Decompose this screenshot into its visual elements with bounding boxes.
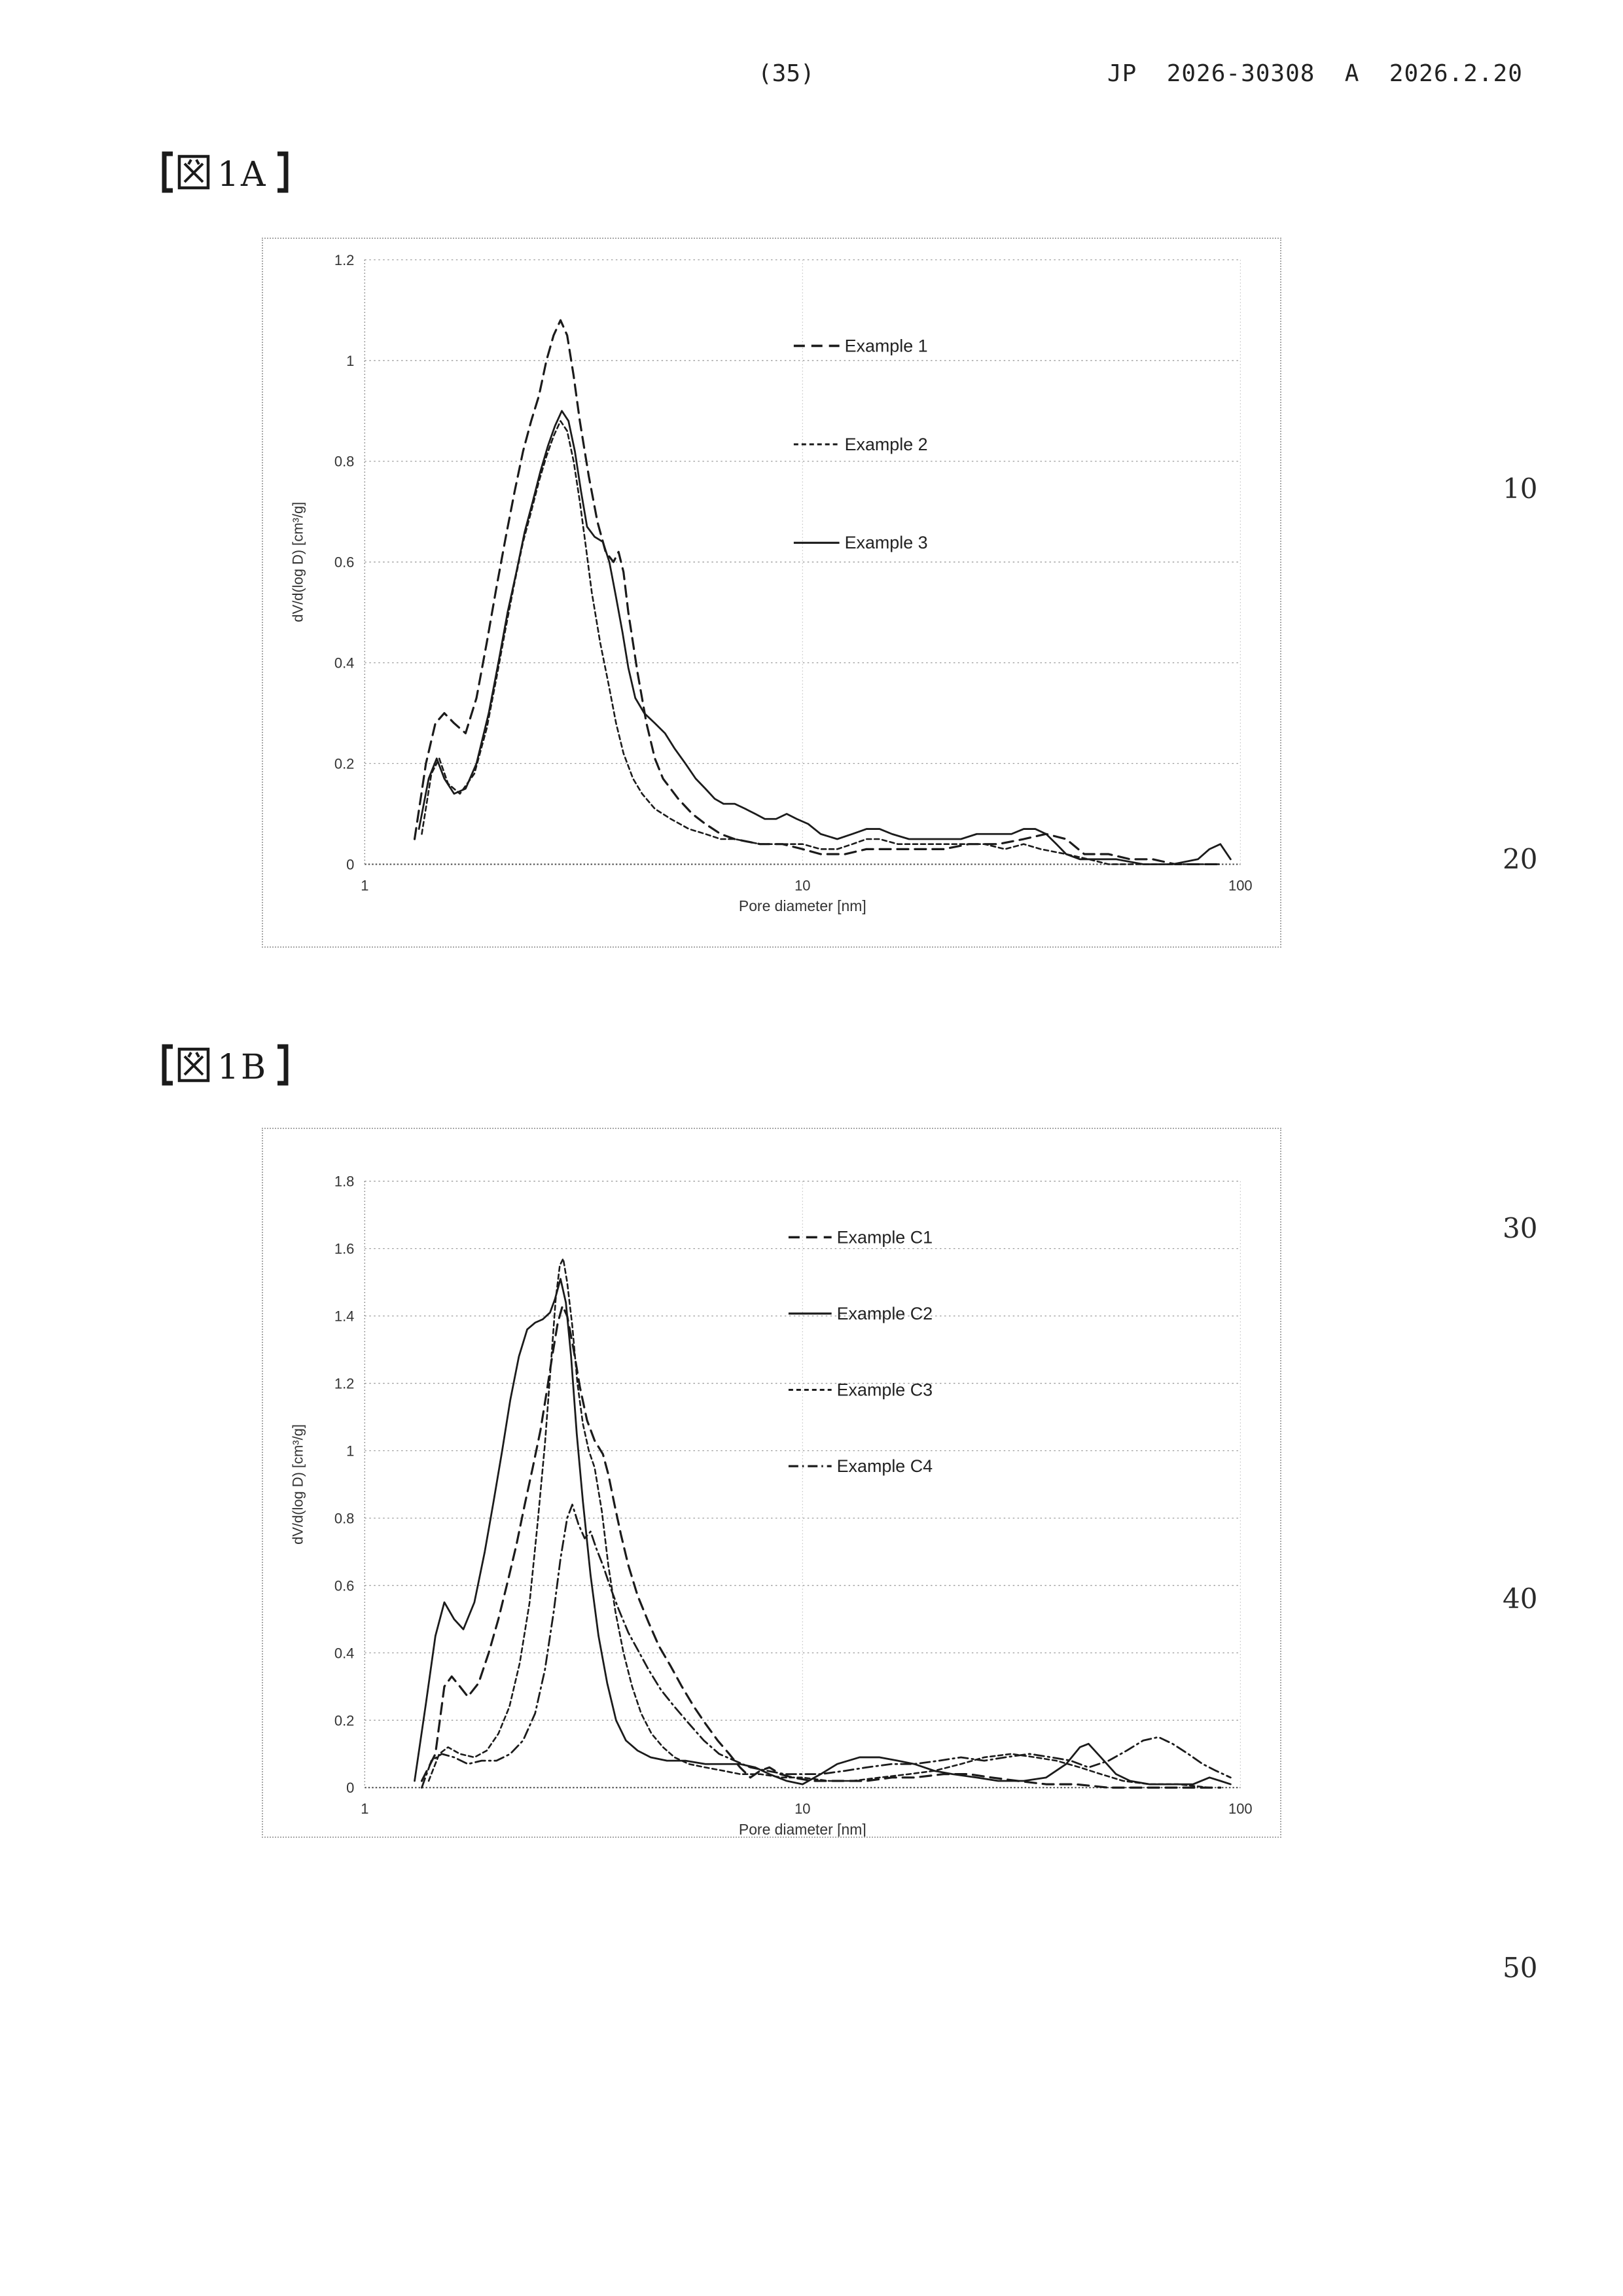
y-tick-label: 0 <box>346 1780 354 1796</box>
legend-item: Example C1 <box>788 1227 933 1247</box>
legend-item: Example 3 <box>793 533 928 552</box>
figure-1b-chart: 1.81.61.41.210.80.60.40.201 10 100Example … <box>290 1174 1253 1837</box>
margin-line-number: 30 <box>1503 1212 1538 1244</box>
figure-1b-frame: 1.8 1.6 1.4 1.2 1 0.8 0.6 0.4 0.2 0 1 10 100 Example … <box>262 1128 1281 1838</box>
x-tick-label: 100 <box>1228 1801 1253 1817</box>
y-tick-label: 0 <box>346 856 354 872</box>
x-tick-label: 100 <box>1228 877 1253 893</box>
y-axis-label: dV/d(log D) [cm³/g] <box>290 502 306 622</box>
y-tick-label: 0.2 <box>334 756 354 772</box>
legend-label: Example 2 <box>845 435 928 454</box>
right-bracket-icon <box>277 1044 289 1086</box>
x-tick-label: 1 <box>361 877 368 893</box>
y-tick-label: 1 <box>346 353 354 369</box>
legend-label: Example C4 <box>837 1456 933 1476</box>
y-tick-label: 1.2 <box>334 1376 354 1392</box>
margin-line-number: 20 <box>1503 843 1538 875</box>
zu-kanji-icon <box>177 154 210 190</box>
x-tick-label: 1 <box>361 1801 368 1817</box>
y-tick-label: 0.4 <box>334 655 354 672</box>
publication-header: JP 2026-30308 A 2026.2.20 <box>1107 60 1523 87</box>
y-tick-label: 0.2 <box>334 1712 354 1729</box>
y-tick-label: 1.8 <box>334 1174 354 1190</box>
series-line-example-c4 <box>421 1503 1232 1789</box>
x-tick-label: 10 <box>794 877 810 893</box>
series-line-example-c2 <box>414 1278 1232 1785</box>
y-tick-label: 1.6 <box>334 1241 354 1257</box>
x-axis-label: Pore diameter [nm] <box>739 1821 866 1837</box>
legend-label: Example 3 <box>845 533 928 552</box>
legend-item: Example C4 <box>788 1456 933 1476</box>
figure-number: 1 <box>217 1048 239 1086</box>
margin-line-number: 10 <box>1503 473 1538 505</box>
legend-label: Example C2 <box>837 1304 933 1323</box>
legend-item: Example 2 <box>793 435 928 454</box>
legend-label: Example C1 <box>837 1227 933 1247</box>
figure-1a-frame: 1.2 1 0.8 0.6 0.4 0.2 0 1 10 100 Example 1 Example … <box>262 238 1281 948</box>
zu-kanji-icon <box>177 1047 210 1083</box>
series-line-example-c3 <box>427 1257 1211 1789</box>
series-line-example-1 <box>413 319 1222 866</box>
legend-label: Example 1 <box>845 336 928 355</box>
legend-item: Example C2 <box>788 1304 933 1323</box>
figure-label-1b: 1 B <box>162 1044 289 1086</box>
margin-line-number: 40 <box>1503 1583 1538 1615</box>
figure-number: 1 <box>217 155 239 194</box>
legend-label: Example C3 <box>837 1380 933 1399</box>
y-tick-label: 1.2 <box>334 252 354 268</box>
x-axis-label: Pore diameter [nm] <box>739 897 866 914</box>
y-axis-label: dV/d(log D) [cm³/g] <box>290 1424 306 1545</box>
figure-letter: A <box>240 155 266 194</box>
figure-label-1a: 1 A <box>162 151 289 194</box>
legend-item: Example C3 <box>788 1380 933 1399</box>
figure-letter: B <box>241 1048 266 1086</box>
left-bracket-icon <box>162 1044 173 1086</box>
y-tick-label: 0.8 <box>334 1510 354 1526</box>
y-tick-label: 0.6 <box>334 554 354 571</box>
x-tick-label: 10 <box>794 1801 810 1817</box>
y-tick-label: 1.4 <box>334 1308 354 1325</box>
y-tick-label: 0.6 <box>334 1577 354 1594</box>
y-tick-label: 0.8 <box>334 454 354 470</box>
series-line-example-c1 <box>420 1304 1222 1789</box>
y-tick-label: 0.4 <box>334 1645 354 1661</box>
right-bracket-icon <box>277 151 289 193</box>
page-number: (35) <box>758 60 815 87</box>
series-line-example-3 <box>418 410 1232 865</box>
margin-line-number: 50 <box>1503 1952 1538 1984</box>
left-bracket-icon <box>162 151 173 193</box>
y-tick-label: 1 <box>346 1443 354 1459</box>
series-line-example-2 <box>421 420 1222 865</box>
legend-item: Example 1 <box>793 336 928 355</box>
